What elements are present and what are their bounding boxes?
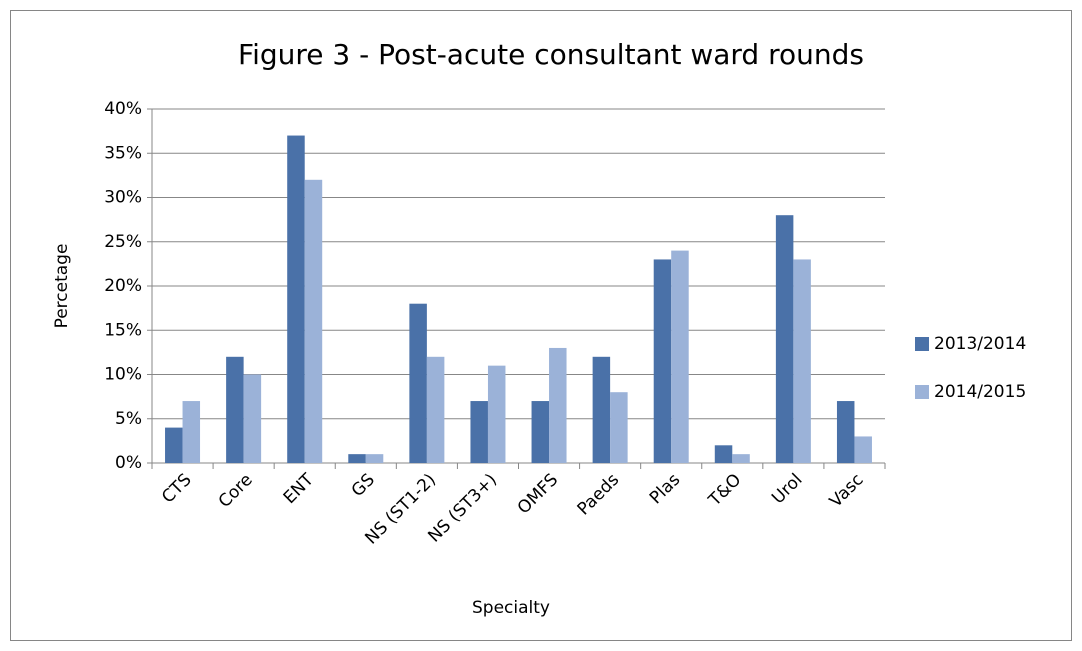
legend-swatch xyxy=(915,385,929,399)
bar xyxy=(775,215,794,463)
y-tick-label: 40% xyxy=(104,99,142,119)
bar xyxy=(426,356,445,463)
legend-swatch xyxy=(915,337,929,351)
bar xyxy=(671,250,689,463)
bar xyxy=(793,259,811,463)
y-tick-label: 25% xyxy=(104,232,142,252)
bar xyxy=(854,436,872,463)
bar xyxy=(304,179,323,464)
bar xyxy=(610,392,628,463)
y-tick-label: 20% xyxy=(104,276,142,296)
bar xyxy=(487,365,506,463)
bar xyxy=(182,401,201,463)
y-axis-label: Percetage xyxy=(52,244,72,329)
bar xyxy=(714,445,733,463)
bar xyxy=(470,401,488,463)
bar xyxy=(836,401,855,463)
legend-label: 2013/2014 xyxy=(934,334,1026,354)
legend-label: 2014/2015 xyxy=(934,382,1026,402)
bar xyxy=(348,454,366,463)
bar xyxy=(287,135,305,464)
chart-title: Figure 3 - Post-acute consultant ward ro… xyxy=(238,38,864,71)
y-tick-label: 0% xyxy=(115,453,142,473)
chart-frame xyxy=(10,10,1072,641)
bar xyxy=(732,454,750,463)
y-tick-label: 5% xyxy=(115,409,142,429)
bar xyxy=(409,303,427,463)
bar xyxy=(531,401,550,463)
bar xyxy=(653,259,672,463)
bar xyxy=(165,427,183,463)
y-tick-label: 15% xyxy=(104,320,142,340)
x-axis-label: Specialty xyxy=(472,598,550,618)
bar xyxy=(592,356,611,463)
y-tick-label: 35% xyxy=(104,143,142,163)
y-tick-label: 30% xyxy=(104,188,142,208)
y-tick-label: 10% xyxy=(104,365,142,385)
bar xyxy=(243,374,262,463)
bar xyxy=(226,356,244,463)
bar xyxy=(549,347,567,463)
bar xyxy=(365,454,384,463)
